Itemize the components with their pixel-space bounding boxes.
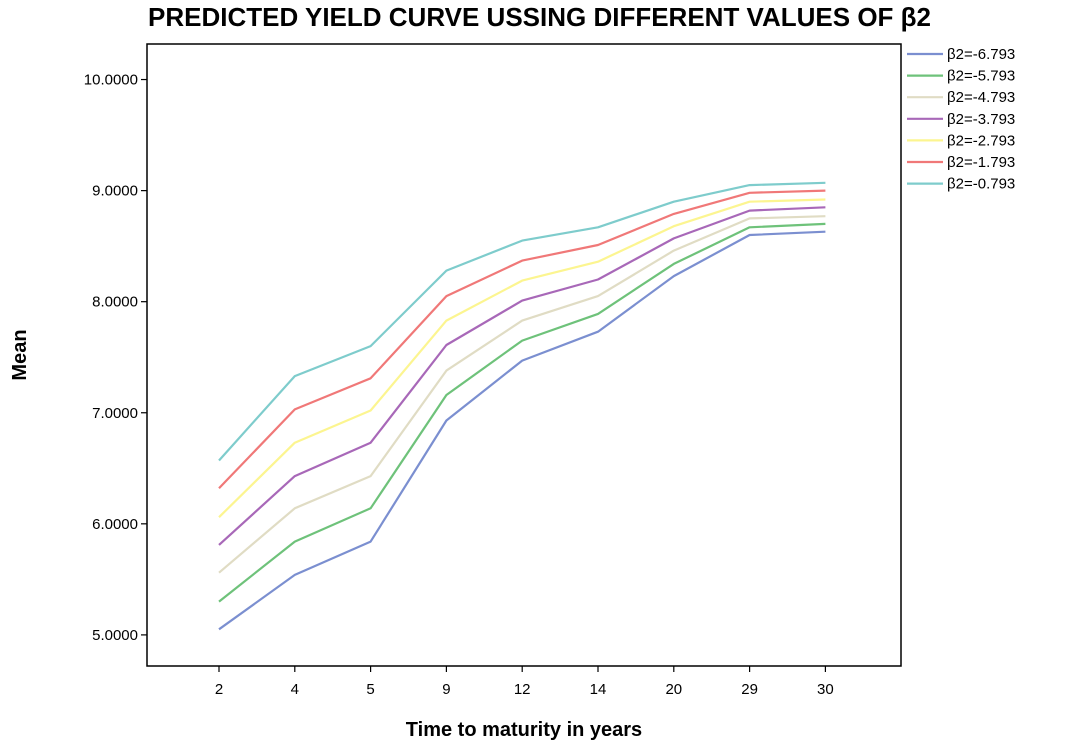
x-axis-label: Time to maturity in years bbox=[406, 719, 642, 741]
y-tick-label: 10.0000 bbox=[84, 72, 138, 89]
y-axis-label: Mean bbox=[9, 329, 31, 380]
legend-label: β2=-1.793 bbox=[947, 154, 1015, 171]
legend-label: β2=-3.793 bbox=[947, 111, 1015, 128]
x-tick-label: 5 bbox=[366, 681, 374, 698]
y-tick-label: 6.0000 bbox=[92, 516, 138, 533]
x-tick-label: 12 bbox=[514, 681, 531, 698]
y-tick-label: 7.0000 bbox=[92, 405, 138, 422]
legend-label: β2=-2.793 bbox=[947, 132, 1015, 149]
series-line-6 bbox=[218, 189, 826, 490]
series-line-7 bbox=[218, 181, 826, 462]
series-line-3 bbox=[218, 215, 826, 574]
legend: β2=-6.793 β2=-5.793 β2=-4.793 β2=-3.793 β2=-… bbox=[907, 46, 1015, 193]
x-tick-label: 2 bbox=[215, 681, 223, 698]
x-axis: 2 4 5 9 12 14 20 29 30 bbox=[215, 666, 834, 698]
x-tick-label: 30 bbox=[817, 681, 834, 698]
x-tick-label: 29 bbox=[741, 681, 758, 698]
y-tick-label: 8.0000 bbox=[92, 294, 138, 311]
y-tick-label: 5.0000 bbox=[92, 627, 138, 644]
legend-label: β2=-4.793 bbox=[947, 89, 1015, 106]
series-line-2 bbox=[218, 222, 826, 603]
legend-label: β2=-0.793 bbox=[947, 176, 1015, 193]
legend-label: β2=-6.793 bbox=[947, 46, 1015, 63]
series-lines bbox=[218, 181, 826, 631]
x-tick-label: 9 bbox=[442, 681, 450, 698]
plot-area bbox=[146, 43, 902, 667]
x-tick-label: 20 bbox=[665, 681, 682, 698]
series-line-5 bbox=[218, 198, 826, 518]
y-tick-label: 9.0000 bbox=[92, 183, 138, 200]
y-axis: 5.0000 6.0000 7.0000 8.0000 9.0000 10.0000 bbox=[84, 72, 147, 644]
x-tick-label: 14 bbox=[590, 681, 607, 698]
legend-label: β2=-5.793 bbox=[947, 68, 1015, 85]
chart-title: PREDICTED YIELD CURVE USSING DIFFERENT V… bbox=[148, 2, 931, 32]
series-line-1 bbox=[218, 230, 826, 631]
series-line-4 bbox=[218, 206, 826, 546]
x-tick-label: 4 bbox=[291, 681, 299, 698]
